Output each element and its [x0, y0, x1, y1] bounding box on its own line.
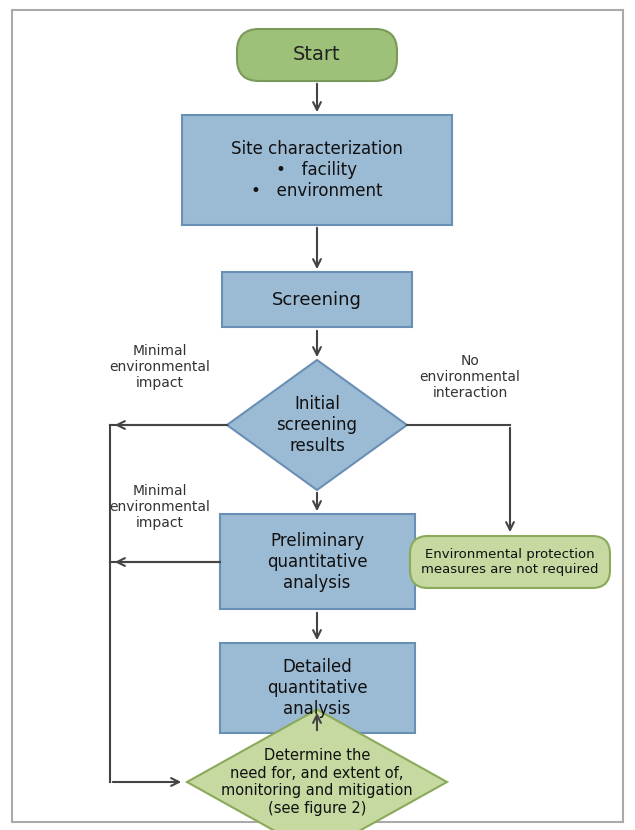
Text: Detailed
quantitative
analysis: Detailed quantitative analysis — [267, 658, 367, 718]
Text: Screening: Screening — [272, 291, 362, 309]
Text: No
environmental
interaction: No environmental interaction — [420, 354, 521, 400]
Polygon shape — [227, 360, 407, 490]
Polygon shape — [187, 710, 447, 830]
Text: Start: Start — [293, 46, 341, 65]
Text: Initial
screening
results: Initial screening results — [276, 395, 358, 455]
FancyBboxPatch shape — [182, 115, 452, 225]
FancyBboxPatch shape — [237, 29, 397, 81]
Text: Environmental protection
measures are not required: Environmental protection measures are no… — [421, 548, 599, 576]
Text: Site characterization
•   facility
•   environment: Site characterization • facility • envir… — [231, 140, 403, 200]
Text: Determine the
need for, and extent of,
monitoring and mitigation
(see figure 2): Determine the need for, and extent of, m… — [221, 749, 413, 816]
FancyBboxPatch shape — [222, 272, 412, 328]
FancyBboxPatch shape — [220, 515, 415, 609]
Text: Preliminary
quantitative
analysis: Preliminary quantitative analysis — [267, 532, 367, 592]
Text: Minimal
environmental
impact: Minimal environmental impact — [110, 484, 210, 530]
Text: Minimal
environmental
impact: Minimal environmental impact — [110, 344, 210, 390]
FancyBboxPatch shape — [410, 536, 610, 588]
FancyBboxPatch shape — [220, 643, 415, 733]
